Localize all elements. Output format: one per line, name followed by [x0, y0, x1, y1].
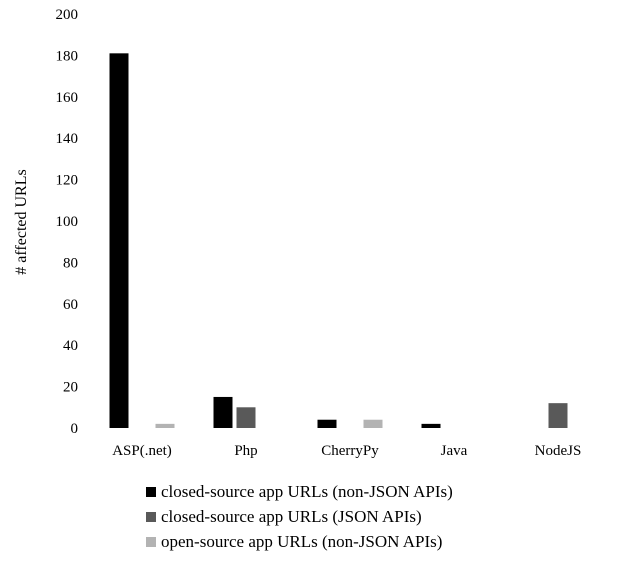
legend-item: closed-source app URLs (JSON APIs) — [146, 504, 453, 529]
y-tick-label: 180 — [56, 48, 79, 64]
y-tick-label: 40 — [63, 338, 78, 354]
y-tick-label: 0 — [71, 421, 79, 437]
bar — [363, 419, 383, 428]
legend-swatch — [146, 486, 156, 497]
legend-label: open-source app URLs (non-JSON APIs) — [161, 532, 443, 551]
bar — [109, 53, 129, 429]
legend-label: closed-source app URLs (non-JSON APIs) — [161, 482, 453, 501]
bar — [421, 423, 441, 428]
y-tick-label: 200 — [56, 7, 79, 23]
bars — [109, 53, 568, 429]
x-tick-label: Java — [441, 443, 468, 459]
bar — [213, 396, 233, 428]
legend: closed-source app URLs (non-JSON APIs) cl… — [146, 479, 453, 554]
bar — [155, 423, 175, 428]
bar-chart: 0 20 40 60 80 100 120 140 160 180 200 ASP(.net) Php… — [13, 7, 581, 459]
x-axis-ticks: ASP(.net) Php CherryPy Java NodeJS — [112, 443, 581, 459]
bar — [317, 419, 337, 428]
y-axis-ticks: 0 20 40 60 80 100 120 140 160 180 200 — [56, 7, 79, 437]
y-tick-label: 100 — [56, 214, 79, 230]
legend-item: closed-source app URLs (non-JSON APIs) — [146, 479, 453, 504]
x-tick-label: Php — [234, 443, 257, 459]
x-tick-label: ASP(.net) — [112, 443, 172, 459]
y-tick-label: 80 — [63, 255, 78, 271]
x-tick-label: NodeJS — [535, 443, 582, 459]
legend-swatch — [146, 511, 156, 522]
legend-item: open-source app URLs (non-JSON APIs) — [146, 529, 453, 554]
bar — [548, 403, 568, 428]
y-tick-label: 20 — [63, 380, 78, 396]
legend-swatch — [146, 536, 156, 547]
legend-label: closed-source app URLs (JSON APIs) — [161, 507, 422, 526]
y-tick-label: 120 — [56, 173, 79, 189]
bar — [236, 407, 256, 428]
y-tick-label: 140 — [56, 131, 79, 147]
y-axis-label: # affected URLs — [13, 169, 30, 274]
y-tick-label: 160 — [56, 90, 79, 106]
x-tick-label: CherryPy — [321, 443, 379, 459]
y-tick-label: 60 — [63, 297, 78, 313]
